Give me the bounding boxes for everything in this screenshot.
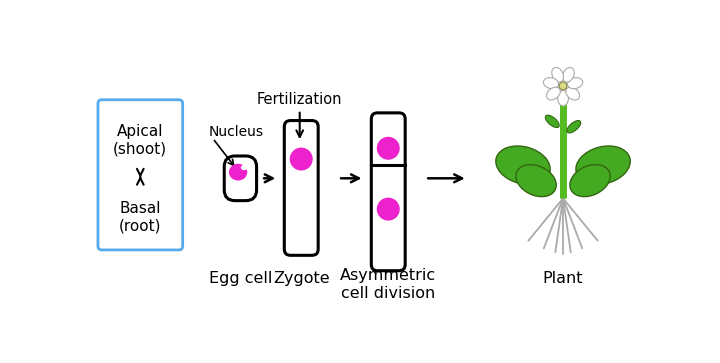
- Ellipse shape: [562, 68, 575, 82]
- Ellipse shape: [552, 68, 564, 82]
- Ellipse shape: [576, 146, 630, 184]
- Ellipse shape: [516, 165, 557, 197]
- Ellipse shape: [544, 78, 559, 89]
- Text: Fertilization: Fertilization: [257, 92, 343, 107]
- Ellipse shape: [570, 165, 610, 197]
- Ellipse shape: [230, 164, 246, 180]
- Ellipse shape: [566, 87, 580, 100]
- FancyBboxPatch shape: [98, 100, 183, 250]
- Ellipse shape: [567, 78, 582, 89]
- Circle shape: [377, 138, 399, 159]
- FancyBboxPatch shape: [224, 156, 256, 201]
- FancyBboxPatch shape: [372, 113, 405, 271]
- Text: Zygote: Zygote: [273, 271, 330, 286]
- FancyBboxPatch shape: [284, 121, 318, 255]
- Text: Apical
(shoot): Apical (shoot): [113, 124, 167, 156]
- Ellipse shape: [567, 121, 581, 133]
- Ellipse shape: [545, 115, 559, 127]
- Text: Asymmetric
cell division: Asymmetric cell division: [340, 268, 436, 301]
- Ellipse shape: [558, 90, 568, 106]
- Text: Basal
(root): Basal (root): [119, 201, 161, 234]
- Text: Nucleus: Nucleus: [209, 125, 264, 139]
- Circle shape: [290, 148, 312, 170]
- Text: Egg cell: Egg cell: [209, 271, 272, 286]
- Circle shape: [559, 82, 567, 90]
- Text: Plant: Plant: [543, 271, 583, 286]
- Circle shape: [377, 198, 399, 220]
- Ellipse shape: [546, 87, 560, 100]
- Ellipse shape: [242, 166, 247, 170]
- Ellipse shape: [496, 146, 550, 184]
